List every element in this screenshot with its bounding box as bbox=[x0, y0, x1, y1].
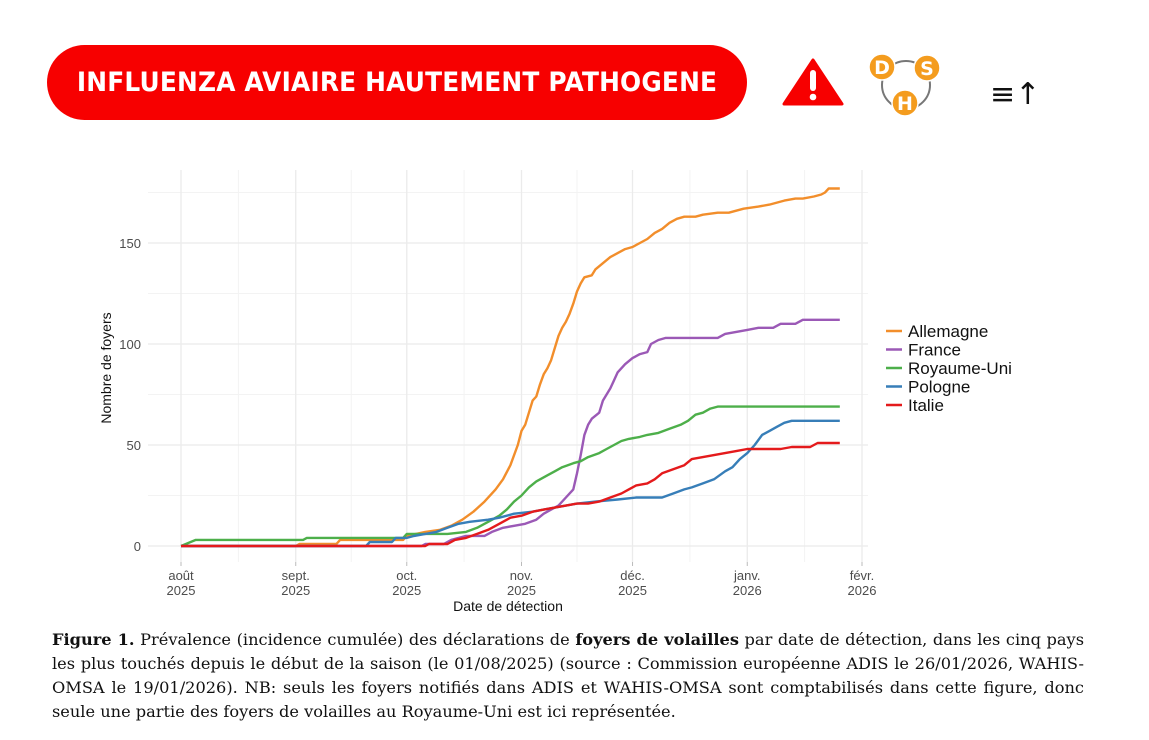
chart-axes: 050100150août2025sept.2025oct.2025nov.20… bbox=[98, 236, 876, 614]
page-title: INFLUENZA AVIAIRE HAUTEMENT PATHOGENE bbox=[76, 67, 718, 98]
x-tick-label-year: 2026 bbox=[733, 583, 762, 598]
y-tick-label: 100 bbox=[119, 337, 141, 352]
series-line-france bbox=[181, 318, 840, 548]
logo-letter-s: S bbox=[920, 58, 934, 80]
caption-bold: foyers de volailles bbox=[575, 630, 739, 649]
x-tick-label-year: 2025 bbox=[618, 583, 647, 598]
sort-menu-icon[interactable]: ≡↑ bbox=[990, 77, 1041, 112]
caption-label: Figure 1. bbox=[52, 630, 135, 649]
series-line-allemagne bbox=[181, 187, 840, 548]
x-tick-label-month: nov. bbox=[510, 568, 534, 583]
series-line-royaume-uni bbox=[180, 405, 840, 548]
x-tick-label-month: janv. bbox=[733, 568, 761, 583]
legend-label-pologne: Pologne bbox=[908, 378, 970, 397]
y-axis-label: Nombre de foyers bbox=[98, 312, 114, 423]
x-tick-label-year: 2025 bbox=[281, 583, 310, 598]
legend-label-royaume-uni: Royaume-Uni bbox=[908, 359, 1012, 378]
caption-text-2: par date de détection, dans les cinq pay… bbox=[52, 630, 1085, 721]
x-tick-label-year: 2026 bbox=[848, 583, 877, 598]
dsh-logo-icon: D S H bbox=[868, 53, 941, 117]
x-tick-label-year: 2025 bbox=[392, 583, 421, 598]
y-tick-label: 50 bbox=[127, 438, 141, 453]
title-banner: INFLUENZA AVIAIRE HAUTEMENT PATHOGENE bbox=[47, 45, 747, 120]
x-tick-label-month: sept. bbox=[282, 568, 310, 583]
x-tick-label-month: oct. bbox=[396, 568, 417, 583]
legend-label-italie: Italie bbox=[908, 396, 944, 415]
x-axis-label: Date de détection bbox=[453, 598, 563, 614]
x-tick-label-month: août bbox=[168, 568, 194, 583]
legend-label-france: France bbox=[908, 341, 961, 360]
series-line-italie bbox=[181, 441, 840, 548]
chart-series bbox=[180, 187, 840, 548]
figure-caption: Figure 1. Prévalence (incidence cumulée)… bbox=[52, 628, 1084, 724]
x-tick-label-month: déc. bbox=[620, 568, 645, 583]
chart-grid bbox=[148, 170, 868, 562]
logo-letter-h: H bbox=[897, 93, 913, 115]
caption-text-1: Prévalence (incidence cumulée) des décla… bbox=[134, 630, 576, 649]
x-tick-label-year: 2025 bbox=[507, 583, 536, 598]
x-tick-label-month: févr. bbox=[850, 568, 875, 583]
y-tick-label: 150 bbox=[119, 236, 141, 251]
logo-letter-d: D bbox=[874, 57, 890, 79]
x-tick-label-year: 2025 bbox=[167, 583, 196, 598]
legend-label-allemagne: Allemagne bbox=[908, 322, 988, 341]
y-tick-label: 0 bbox=[134, 539, 141, 554]
warning-triangle-icon bbox=[782, 58, 844, 106]
